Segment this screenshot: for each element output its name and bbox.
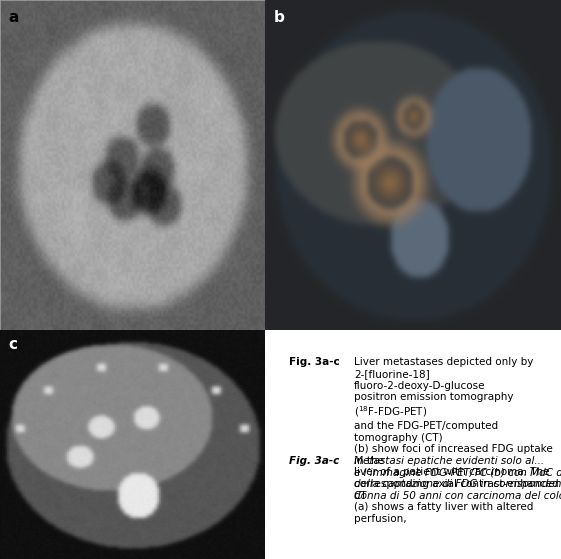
Text: a: a [8,10,19,25]
Text: c: c [8,337,17,352]
Text: Liver metastases depicted only by
2-[fluorine-18] fluoro-2-deoxy-D-glucose
posit: Liver metastases depicted only by 2-[flu… [354,357,558,524]
Text: Fig. 3a-c: Fig. 3a-c [289,456,339,466]
Text: Fig. 3a-c: Fig. 3a-c [289,357,339,367]
Text: b: b [274,10,285,25]
Text: Metastasi epatiche evidenti solo al...
e l’immagine FDG-PET/TC (b) con MdC di...: Metastasi epatiche evidenti solo al... e… [354,456,561,501]
